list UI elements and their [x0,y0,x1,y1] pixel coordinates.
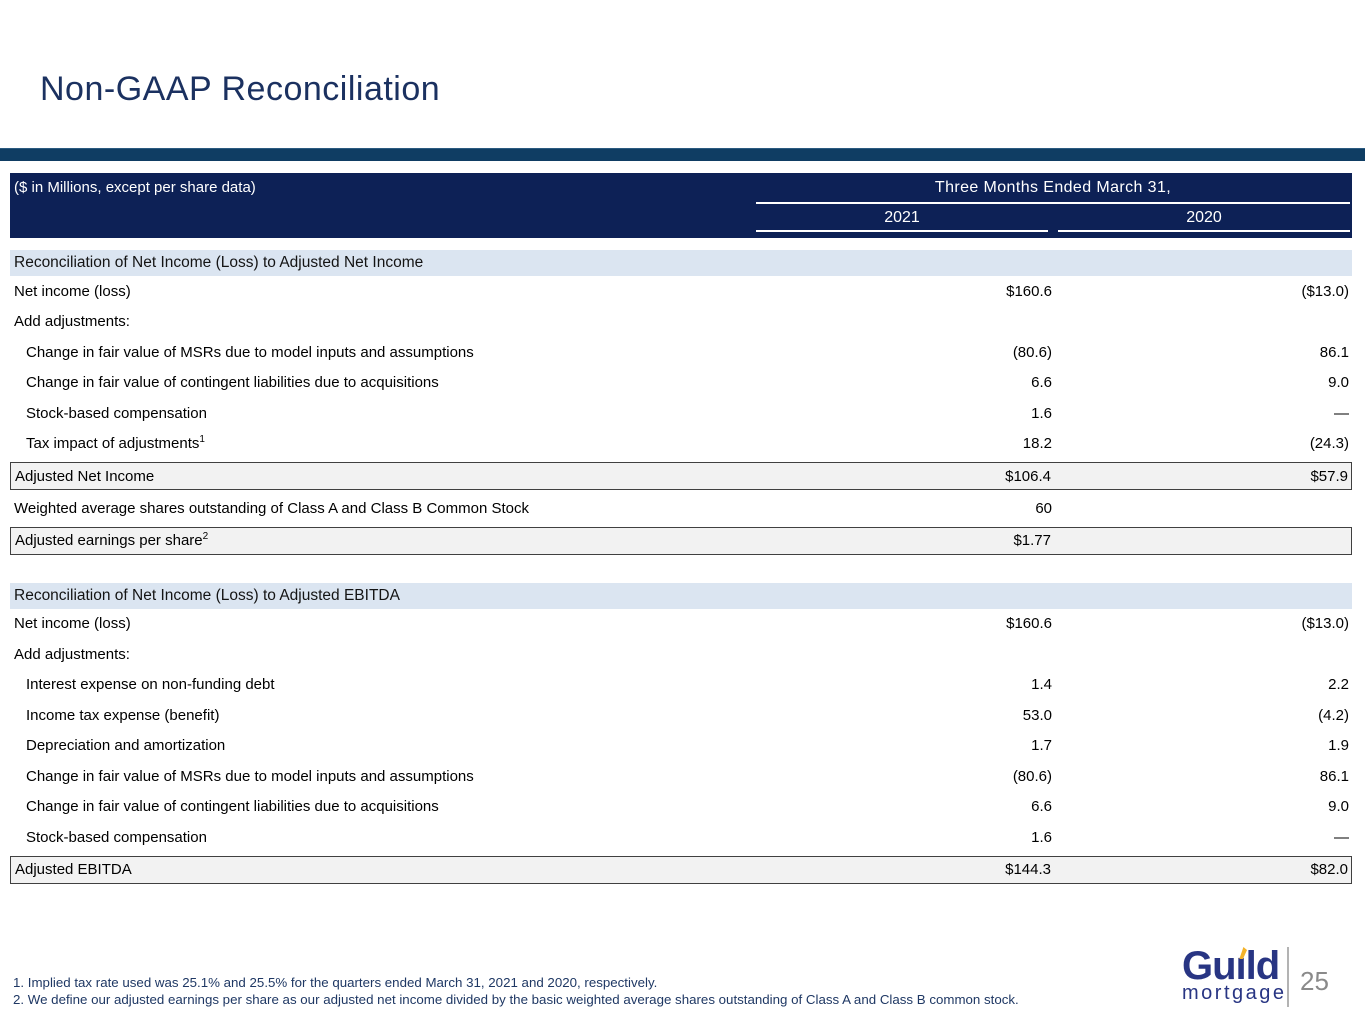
value-2021: (80.6) [1012,767,1052,785]
row-label: Income tax expense (benefit) [26,706,220,724]
value-2020: $57.9 [1310,467,1348,485]
row-label: Add adjustments: [14,313,130,331]
value-2021: 1.7 [1031,737,1052,755]
footnote-2: 2. We define our adjusted earnings per s… [13,991,1019,1007]
row-label: Adjusted Net Income [15,467,155,485]
value-2021: 60 [1035,499,1052,517]
row-label: Stock-based compensation [26,404,207,422]
table-header: ($ in Millions, except per share data) T… [10,173,1352,238]
value-2020: 9.0 [1328,798,1349,816]
value-2021: 1.6 [1031,404,1052,422]
table-row: Net income (loss) $160.6 ($13.0) [10,609,1352,640]
table-row: Interest expense on non-funding debt 1.4… [10,670,1352,701]
footnote-marker: 1 [199,434,205,446]
year-columns: 2021 2020 [756,204,1350,232]
value-2020: 86.1 [1319,767,1349,785]
table-row: Stock-based compensation 1.6 — [10,822,1352,853]
table-row: Change in fair value of contingent liabi… [10,368,1352,399]
page-title: Non-GAAP Reconciliation [40,70,441,108]
row-label: Weighted average shares outstanding of C… [14,499,530,517]
table-row: Tax impact of adjustments1 18.2 (24.3) [10,429,1352,460]
table-row: Add adjustments: [10,307,1352,338]
period-header-group: Three Months Ended March 31, 2021 2020 [756,179,1350,232]
footnotes: 1. Implied tax rate used was 25.1% and 2… [13,975,1019,1008]
logo-gold-flame-icon [1239,947,1247,959]
value-2021: $1.77 [1013,532,1051,549]
row-label: Tax impact of adjustments1 [26,434,205,453]
page-number: 25 [1300,966,1329,996]
table-row: Change in fair value of MSRs due to mode… [10,337,1352,368]
row-label: Stock-based compensation [26,828,207,846]
value-2021: (80.6) [1012,343,1052,361]
guild-mortgage-logo: Guıld mortgage [1182,944,1292,1004]
value-2020: — [1334,828,1349,846]
section-header-adjusted-net-income: Reconciliation of Net Income (Loss) to A… [10,250,1352,276]
table-row: Change in fair value of MSRs due to mode… [10,761,1352,792]
value-2020: $82.0 [1310,861,1348,878]
value-2020: 86.1 [1319,343,1349,361]
row-label: Change in fair value of MSRs due to mode… [26,767,474,785]
row-label: Change in fair value of contingent liabi… [26,374,439,392]
table-row: Net income (loss) $160.6 ($13.0) [10,276,1352,307]
section-header-adjusted-ebitda: Reconciliation of Net Income (Loss) to A… [10,582,1352,609]
value-2020: ($13.0) [1301,615,1349,633]
value-2020: 2.2 [1328,676,1349,694]
value-2020: — [1334,404,1349,422]
value-2020: (4.2) [1318,706,1349,724]
value-2020: 9.0 [1328,374,1349,392]
units-label: ($ in Millions, except per share data) [14,179,256,196]
logo-sub-text: mortgage [1182,982,1287,1004]
reconciliation-table: ($ in Millions, except per share data) T… [10,173,1352,887]
total-row-adjusted-ebitda: Adjusted EBITDA $144.3 $82.0 [10,855,1352,884]
table-row: Depreciation and amortization 1.7 1.9 [10,731,1352,762]
row-label: Change in fair value of contingent liabi… [26,798,439,816]
row-label: Interest expense on non-funding debt [26,676,275,694]
table-row: Stock-based compensation 1.6 — [10,398,1352,429]
row-label: Net income (loss) [14,615,131,633]
value-2020: ($13.0) [1301,282,1349,300]
table-row: Weighted average shares outstanding of C… [10,493,1352,524]
row-label: Adjusted EBITDA [15,861,132,878]
value-2021: $160.6 [1006,282,1052,300]
row-label: Adjusted earnings per share2 [15,531,209,550]
value-2021: 6.6 [1031,374,1052,392]
row-label: Change in fair value of MSRs due to mode… [26,343,474,361]
logo-divider-line [1287,947,1289,1007]
value-2021: $144.3 [1005,861,1051,878]
row-label: Net income (loss) [14,282,131,300]
footnote-1: 1. Implied tax rate used was 25.1% and 2… [13,975,658,990]
total-row-adjusted-net-income: Adjusted Net Income $106.4 $57.9 [10,462,1352,490]
value-2020: 1.9 [1328,737,1349,755]
value-2021: $160.6 [1006,615,1052,633]
footnote-marker: 2 [202,531,209,542]
value-2021: 53.0 [1022,706,1052,724]
table-row: Add adjustments: [10,639,1352,670]
table-row: Change in fair value of contingent liabi… [10,792,1352,823]
value-2021: $106.4 [1005,467,1051,485]
logo-brand-text: Guıld [1182,944,1280,988]
row-label: Depreciation and amortization [26,737,226,755]
title-divider-bar [0,148,1365,161]
table-row: Income tax expense (benefit) 53.0 (4.2) [10,700,1352,731]
column-header-2021: 2021 [756,204,1048,232]
value-2021: 6.6 [1031,798,1052,816]
row-label: Add adjustments: [14,645,130,663]
value-2021: 18.2 [1022,435,1052,453]
total-row-adjusted-eps: Adjusted earnings per share2 $1.77 [10,526,1352,555]
period-header: Three Months Ended March 31, [756,179,1350,204]
column-header-2020: 2020 [1058,204,1350,232]
value-2020: (24.3) [1309,435,1349,453]
value-2021: 1.6 [1031,828,1052,846]
value-2021: 1.4 [1031,676,1052,694]
